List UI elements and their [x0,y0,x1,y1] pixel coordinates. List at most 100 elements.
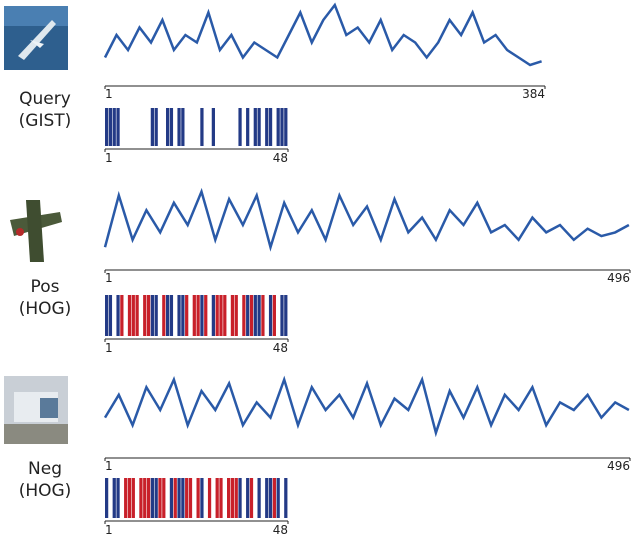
code-tick-label: 1 [105,341,113,355]
code-bit [246,108,249,146]
code-bit [204,108,207,146]
code-bit [181,478,184,518]
code-bit [116,295,119,336]
code-bit [197,478,200,518]
code-bit [235,478,238,518]
code-tick-label: 48 [273,341,288,355]
code-bit [181,295,184,336]
row-label: Neg [28,459,62,479]
code-bit [238,295,241,336]
code-bit [250,295,253,336]
code-bit [185,108,188,146]
code-bit [212,295,215,336]
code-bit [277,478,280,518]
code-tick-label: 1 [105,151,113,165]
code-bit [174,108,177,146]
thumb-neg [4,376,68,444]
code-bit [174,295,177,336]
code-bit [120,108,123,146]
code-bit [269,108,272,146]
code-bit [185,478,188,518]
code-bit [147,108,150,146]
x-tick-label: 1 [105,271,113,285]
row-sublabel: (HOG) [19,299,72,319]
code-bit [212,478,215,518]
code-bit [162,478,165,518]
code-bit [280,295,283,336]
figure: Query(GIST)1384148Pos(HOG)1496148Neg(HOG… [0,0,639,536]
code-bit [170,108,173,146]
row-label: Pos [31,277,60,297]
row-label: Query [19,89,71,109]
code-bit [197,295,200,336]
code-bit [120,478,123,518]
code-bit [105,295,108,336]
code-bit [200,108,203,146]
code-bit [151,295,154,336]
code-bit [261,295,264,336]
code-bit [246,295,249,336]
code-bit [177,108,180,146]
code-bit [204,295,207,336]
code-bit [162,295,165,336]
code-bit [193,478,196,518]
code-bit [219,108,222,146]
code-bit [250,478,253,518]
code-bit [284,478,287,518]
code-bit [254,295,257,336]
x-tick-label: 496 [607,271,630,285]
x-tick-label: 496 [607,459,630,473]
code-bit [258,478,261,518]
code-bit [139,108,142,146]
code-bit [155,295,158,336]
x-tick-label: 1 [105,459,113,473]
signal-line [105,380,629,433]
code-bit [280,108,283,146]
code-bit [151,108,154,146]
code-bit [170,295,173,336]
code-bit [200,478,203,518]
code-bit [250,108,253,146]
code-bit [223,478,226,518]
code-bit [254,478,257,518]
code-bit [254,108,257,146]
code-bit [128,478,131,518]
code-bit [113,108,116,146]
code-bit [147,478,150,518]
code-bit [158,478,161,518]
code-bit [216,108,219,146]
code-bit [143,108,146,146]
code-bit [124,295,127,336]
code-bit [136,295,139,336]
code-bit [155,478,158,518]
code-bit [116,108,119,146]
code-bit [265,478,268,518]
code-bit [265,295,268,336]
code-bit [136,108,139,146]
code-bit [193,108,196,146]
code-bit [189,295,192,336]
code-bit [166,108,169,146]
signal-line [105,5,542,65]
code-bit [231,478,234,518]
code-bit [258,108,261,146]
code-bit [132,295,135,336]
code-bit [120,295,123,336]
code-tick-label: 1 [105,523,113,536]
code-bit [216,478,219,518]
code-bit [109,108,112,146]
code-bit [105,478,108,518]
code-bit [185,295,188,336]
code-bit [284,108,287,146]
code-bit [143,295,146,336]
code-bit [124,108,127,146]
code-bit [204,478,207,518]
code-bit [235,108,238,146]
code-bit [147,295,150,336]
code-bit [261,108,264,146]
code-bit [242,108,245,146]
code-bit [113,478,116,518]
code-bit [155,108,158,146]
code-bit [116,478,119,518]
